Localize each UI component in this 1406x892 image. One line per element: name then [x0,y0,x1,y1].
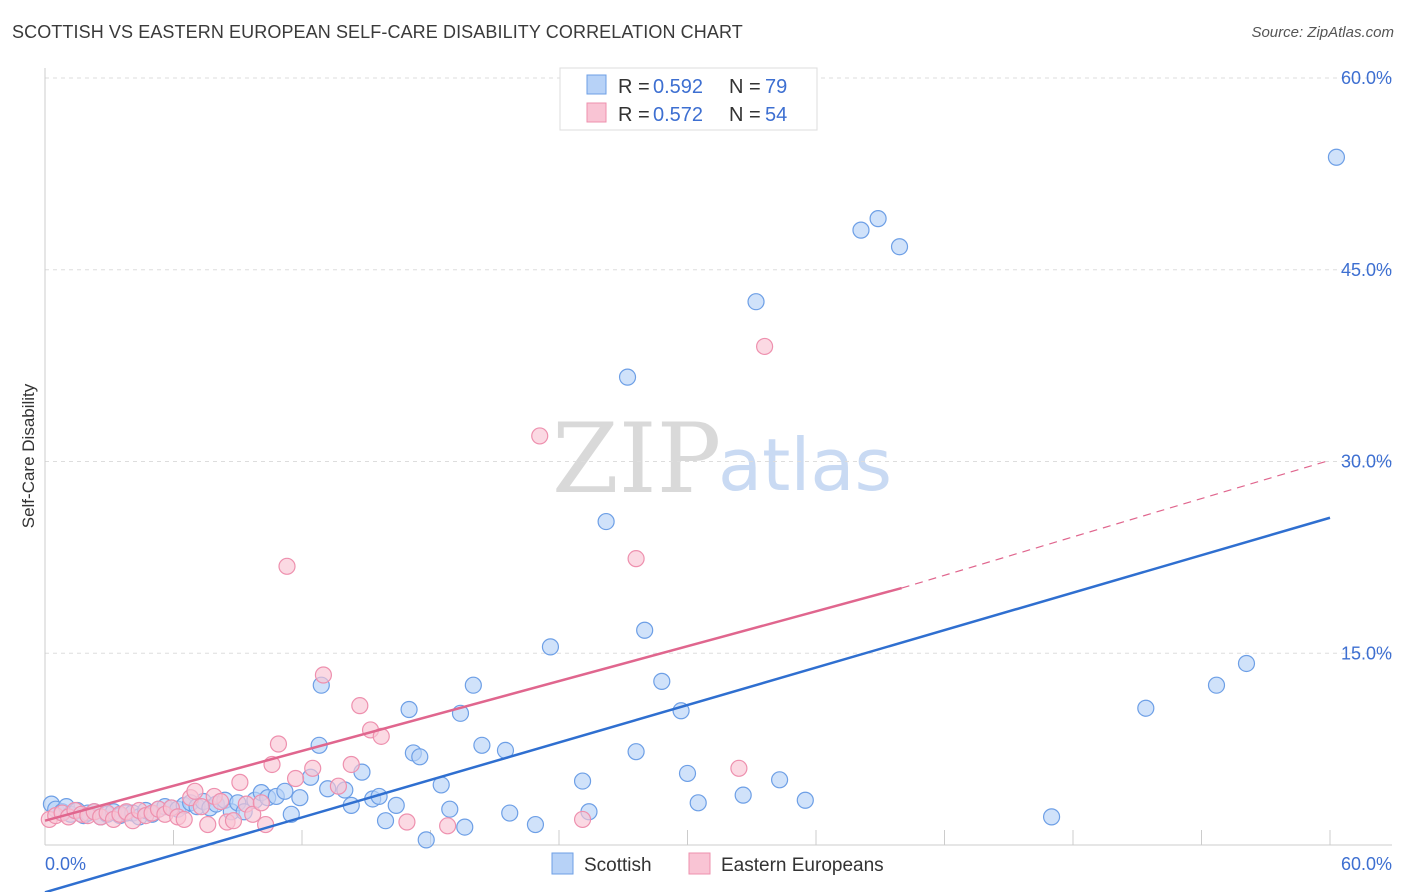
scottish-point [526,815,545,834]
scottish-point [890,238,909,256]
scottish-point [1327,148,1346,166]
y-tick-label: 45.0% [1341,260,1392,280]
eastern-european-trend-line [44,586,902,822]
y-tick-label: 15.0% [1341,643,1392,663]
scottish-point [678,764,697,783]
y-tick-label: 30.0% [1341,452,1392,472]
scottish-point [689,794,707,812]
scottish-point [541,638,560,656]
scottish-point [417,831,435,849]
watermark: ZIP atlas [552,403,892,515]
x-tick-label-max: 60.0% [1341,854,1392,874]
eastern-european-point [351,697,369,715]
axes [44,68,1392,846]
y-axis-label: Self-Care Disability [19,383,38,528]
y-tick-label: 60.0% [1341,68,1392,88]
x-ticks [44,830,1331,845]
scottish-point [1042,808,1061,826]
scottish-point [464,676,482,694]
eastern-european-point [224,812,243,830]
gridlines [45,77,1392,654]
bottom-legend-swatch-eastern [688,852,711,875]
legend-r-label-1: R = [618,76,650,98]
scottish-point [796,791,814,809]
scottish-point [653,672,671,690]
scottish-point [473,736,491,754]
eastern-european-point [278,557,296,575]
chart-title: SCOTTISH VS EASTERN EUROPEAN SELF-CARE D… [12,22,743,42]
eastern-european-point [212,792,230,811]
bottom-legend-swatch-scottish [551,852,574,875]
eastern-european-point [730,759,748,777]
scottish-point [734,786,752,804]
eastern-european-point [252,794,270,812]
eastern-european-point [231,773,249,791]
bottom-legend-label-scottish: Scottish [584,855,652,876]
scottish-point [441,800,459,818]
source-credit: Source: ZipAtlas.com [1251,24,1394,41]
eastern-european-point [627,550,645,568]
eastern-european-point [192,798,210,816]
eastern-european-point [269,735,288,753]
scottish-point [636,621,654,639]
scottish-point [1237,654,1256,673]
eastern-european-point [175,810,193,829]
scottish-point [618,368,637,386]
legend-n-label-1: N = [729,76,761,98]
eastern-european-point [199,815,217,834]
scottish-point [747,293,765,311]
eastern-european-point [573,810,592,829]
watermark-atlas: atlas [718,423,892,507]
scottish-point [597,512,615,531]
eastern-european-point [186,782,204,800]
x-tick-label-min: 0.0% [45,854,86,874]
scottish-point [291,789,309,807]
scottish-trend-line [44,516,1331,892]
scottish-point [627,743,645,761]
scottish-point [400,700,418,719]
legend-n-value-1: 79 [765,76,787,98]
eastern-european-points [40,337,774,835]
bottom-legend-label-eastern: Eastern Europeans [721,855,884,876]
eastern-european-point [342,755,360,774]
eastern-european-point [304,759,322,777]
scottish-point [276,782,294,800]
y-tick-labels: 15.0% 30.0% 45.0% 60.0% [1341,68,1392,663]
legend-n-label-2: N = [729,104,761,126]
eastern-european-point [755,337,774,356]
scottish-point [456,818,474,836]
scottish-point [501,804,519,822]
eastern-european-point [439,817,457,835]
scottish-point [1207,676,1226,694]
scottish-point [1137,699,1155,717]
scottish-point [376,812,395,830]
legend-r-label-2: R = [618,104,650,126]
legend-swatch-eastern [586,102,607,123]
eastern-european-point [398,813,416,831]
scottish-point [387,796,405,814]
legend-n-value-2: 54 [765,104,787,126]
watermark-zip: ZIP [552,403,721,515]
legend-r-value-1: 0.592 [653,76,703,98]
eastern-european-point [329,777,348,795]
legend-swatch-scottish [586,74,607,95]
scottish-point [852,221,870,239]
eastern-european-trend-extension [901,459,1331,589]
trend-lines [44,459,1331,892]
eastern-european-point [314,666,333,684]
scottish-point [770,771,789,789]
eastern-european-point [244,805,262,823]
eastern-european-point [286,769,305,788]
scottish-point [411,748,429,766]
legend-r-value-2: 0.572 [653,104,703,126]
series-legend: Scottish Eastern Europeans [551,852,884,876]
scottish-point [869,210,887,228]
correlation-legend: R = 0.592 N = 79 R = 0.572 N = 54 [559,67,818,131]
eastern-european-point [531,427,549,445]
scottish-point [573,772,592,790]
